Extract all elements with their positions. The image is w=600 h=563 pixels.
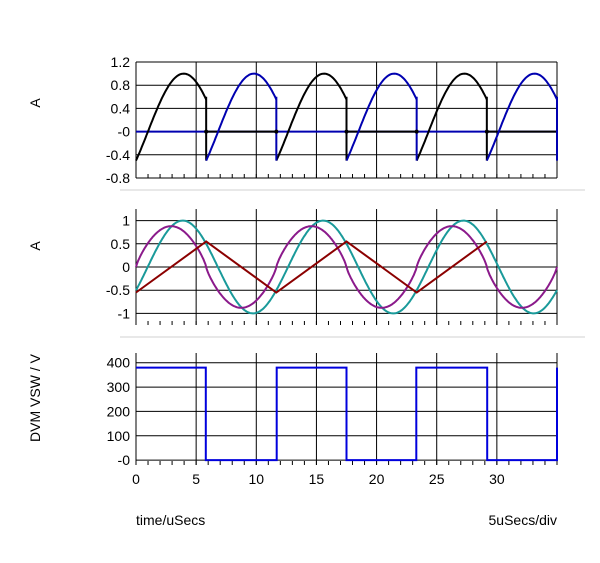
series-line-blue (485, 72, 558, 162)
y-tick-label: -0.4 (106, 147, 130, 163)
series-line-teal (135, 219, 558, 315)
x-tick-label: 30 (489, 471, 505, 487)
series-line-black (135, 72, 208, 162)
y-axis-label: A (27, 241, 43, 251)
series-line-black (415, 72, 488, 161)
y-axis-label: A (27, 98, 43, 108)
switch-marker (484, 129, 489, 134)
y-tick-label: -0 (118, 124, 131, 140)
switch-marker (344, 129, 349, 134)
x-scale-label: 5uSecs/div (489, 512, 557, 528)
y-tick-label: 1 (122, 213, 130, 229)
x-tick-label: 0 (132, 471, 140, 487)
x-tick-label: 15 (309, 471, 325, 487)
voltage-panel-bottom: 400 300 200 100 -0 DVM VSW / V (27, 353, 558, 468)
series-line-triangle (135, 240, 488, 294)
x-tick-label: 25 (429, 471, 445, 487)
switch-marker (414, 129, 419, 134)
y-tick-label: 0.5 (111, 236, 131, 252)
y-tick-label: 400 (107, 355, 131, 371)
y-tick-label: -0.8 (106, 170, 130, 186)
y-tick-label: -0 (118, 452, 131, 468)
y-tick-label: 300 (107, 379, 131, 395)
x-unit-label: time/uSecs (136, 512, 205, 528)
series-line-blue (205, 72, 278, 161)
x-tick-label: 5 (192, 471, 200, 487)
current-panel-top: 1.2 0.8 0.4 -0 -0.4 -0.8 A (27, 54, 558, 186)
series-line-blue (345, 72, 418, 162)
x-tick-label: 20 (369, 471, 385, 487)
current-panel-middle: 1 0.5 0 -0.5 -1 A (27, 209, 558, 325)
y-tick-label: 200 (107, 403, 131, 419)
y-tick-label: 0.4 (111, 100, 131, 116)
switch-marker (274, 129, 279, 134)
x-tick-label: 10 (248, 471, 264, 487)
y-axis-label: DVM VSW / V (27, 353, 43, 442)
series-line-purple (135, 225, 558, 309)
y-tick-label: -0.5 (106, 282, 130, 298)
y-tick-label: 0.8 (111, 77, 131, 93)
x-axis: 0 5 10 15 20 25 30 (132, 471, 505, 487)
series-line-black (275, 72, 348, 162)
y-tick-label: 1.2 (111, 54, 131, 70)
y-tick-label: -1 (118, 305, 131, 321)
y-tick-label: 0 (122, 259, 130, 275)
series-line-voltage (136, 366, 558, 462)
y-tick-label: 100 (107, 428, 131, 444)
switch-marker (204, 129, 209, 134)
